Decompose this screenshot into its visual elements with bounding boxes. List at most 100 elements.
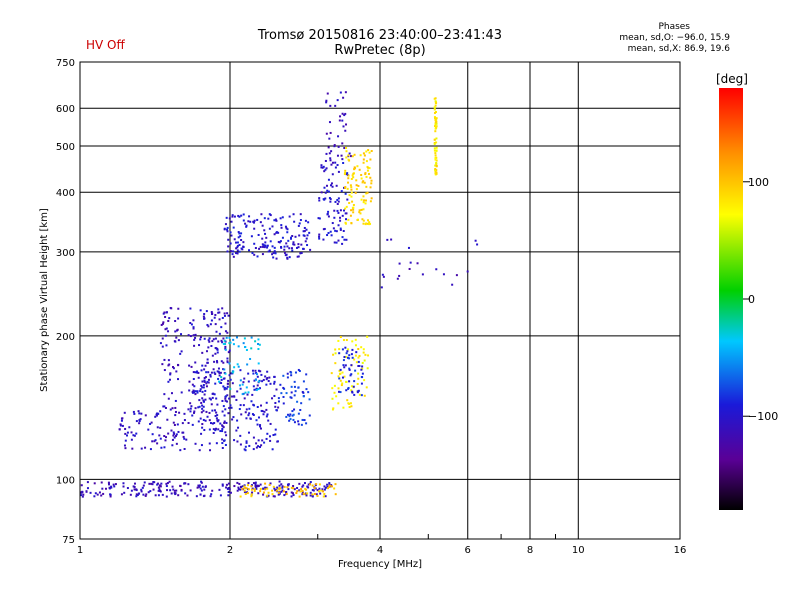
data-point (345, 339, 348, 342)
data-point (167, 330, 170, 333)
data-point (109, 493, 112, 496)
data-point (133, 488, 136, 491)
data-point (217, 308, 220, 311)
data-point (243, 337, 246, 340)
data-point (308, 414, 311, 417)
data-point (327, 146, 330, 149)
data-point (185, 438, 188, 441)
data-point (369, 222, 372, 225)
data-point (252, 482, 255, 485)
colorbar-axis: 100 0 −100 (743, 176, 778, 423)
data-point (474, 239, 477, 242)
data-point (357, 389, 360, 392)
data-point (309, 248, 312, 251)
data-point (435, 141, 438, 144)
data-point (451, 283, 454, 286)
data-point (306, 244, 309, 247)
data-point (191, 391, 194, 394)
data-point (302, 380, 305, 383)
data-point (255, 371, 258, 374)
data-point (251, 413, 254, 416)
data-point (199, 388, 202, 391)
data-point (235, 336, 238, 339)
data-point (257, 343, 260, 346)
data-point (435, 125, 438, 128)
data-point (287, 483, 290, 486)
data-point (315, 493, 318, 496)
data-point (350, 389, 353, 392)
data-point (228, 397, 231, 400)
data-point (210, 319, 213, 322)
data-point (252, 385, 255, 388)
data-point (226, 226, 229, 229)
data-point (265, 236, 268, 239)
data-point (257, 369, 260, 372)
data-point (203, 429, 206, 432)
data-point (360, 368, 363, 371)
data-point (358, 354, 361, 357)
data-point (329, 157, 332, 160)
data-point (274, 428, 277, 431)
data-point (338, 369, 341, 372)
data-point (151, 483, 154, 486)
data-point (254, 484, 257, 487)
data-point (360, 177, 363, 180)
data-point (228, 488, 231, 491)
data-point (273, 250, 276, 253)
data-point (280, 226, 283, 229)
data-point (299, 408, 302, 411)
data-point (293, 488, 296, 491)
data-point (293, 394, 296, 397)
data-point (386, 238, 389, 241)
data-point (165, 482, 168, 485)
data-point (239, 443, 242, 446)
data-point (196, 370, 199, 373)
data-point (246, 393, 249, 396)
data-point (434, 121, 437, 124)
data-point (334, 352, 337, 355)
data-point (366, 169, 369, 172)
data-point (262, 378, 265, 381)
data-point (269, 422, 272, 425)
data-point (138, 419, 141, 422)
data-point (297, 243, 300, 246)
data-point (224, 322, 227, 325)
data-point (173, 489, 176, 492)
data-point (298, 489, 301, 492)
data-point (434, 127, 437, 130)
data-point (341, 119, 344, 122)
data-point (271, 245, 274, 248)
data-point (338, 348, 341, 351)
data-point (244, 345, 247, 348)
data-point (341, 142, 344, 145)
data-point (335, 184, 338, 187)
data-point (357, 184, 360, 187)
data-point (253, 388, 256, 391)
data-point (350, 353, 353, 356)
data-point (362, 195, 365, 198)
data-point (163, 446, 166, 449)
data-point (255, 442, 258, 445)
data-point (229, 242, 232, 245)
data-point (277, 397, 280, 400)
data-point (206, 415, 209, 418)
data-point (261, 439, 264, 442)
data-point (318, 233, 321, 236)
data-point (336, 209, 339, 212)
data-point (248, 444, 251, 447)
data-point (356, 165, 359, 168)
data-point (435, 137, 438, 140)
data-point (281, 236, 284, 239)
data-point (237, 236, 240, 239)
data-point (273, 375, 276, 378)
data-point (250, 347, 253, 350)
data-point (244, 411, 247, 414)
data-point (236, 481, 239, 484)
data-point (257, 348, 260, 351)
data-point (175, 370, 178, 373)
data-point (151, 433, 154, 436)
data-point (152, 488, 155, 491)
data-point (347, 158, 350, 161)
data-point (275, 219, 278, 222)
